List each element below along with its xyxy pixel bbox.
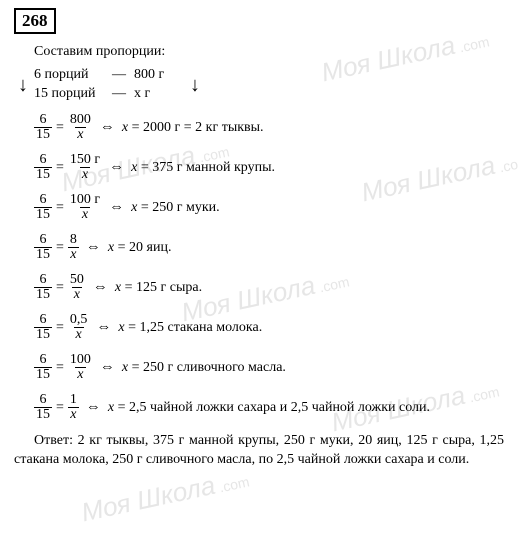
equation-result: x = 375 г манной крупы. [131,160,275,176]
fraction-rhs: 100x [68,353,93,383]
setup-value-1: 800 г [134,66,184,85]
iff-symbol: ⇔ [109,159,124,176]
fraction-lhs: 615 [34,113,52,143]
equation-row: 615=50x⇔x = 125 г сыра. [34,270,504,306]
frac-den: 15 [34,287,52,303]
equation-row: 615=100x⇔x = 250 г сливочного масла. [34,350,504,386]
iff-symbol: ⇔ [93,279,108,296]
frac-num: 100 г [68,193,102,208]
watermark: Моя Школа.com [79,463,252,529]
equation-result: x = 1,25 стакана молока. [118,320,262,336]
answer-text: Ответ: 2 кг тыквы, 375 г манной крупы, 2… [14,432,504,470]
frac-den: 15 [34,127,52,143]
fraction-rhs: 800x [68,113,93,143]
setup-lines: 6 порций — 800 г 15 порций — x г [34,66,184,104]
equals-sign: = [56,400,64,416]
fraction-rhs: 150 гx [68,153,102,183]
equation-result: x = 125 г сыра. [115,280,202,296]
frac-num: 100 [68,353,93,368]
equations-list: 615=800x⇔x = 2000 г = 2 кг тыквы.615=150… [14,110,504,426]
fraction-rhs: 50x [68,273,86,303]
setup-dash-2: — [104,85,134,104]
frac-den: 15 [34,167,52,183]
fraction-lhs: 615 [34,233,52,263]
frac-num: 6 [38,313,49,328]
setup-value-2: x г [134,85,184,104]
fraction-lhs: 615 [34,153,52,183]
frac-den: 15 [34,247,52,263]
iff-symbol: ⇔ [100,119,115,136]
equals-sign: = [56,120,64,136]
frac-den: x [72,287,82,303]
frac-num: 6 [38,193,49,208]
frac-num: 6 [38,273,49,288]
fraction-lhs: 615 [34,193,52,223]
frac-den: 15 [34,367,52,383]
setup-portions-1: 6 порций [34,66,104,85]
setup-row-2: 15 порций — x г [34,85,184,104]
frac-den: 15 [34,327,52,343]
equation-row: 615=800x⇔x = 2000 г = 2 кг тыквы. [34,110,504,146]
equals-sign: = [56,280,64,296]
frac-den: x [75,367,85,383]
frac-num: 1 [68,393,79,408]
iff-symbol: ⇔ [109,199,124,216]
frac-num: 8 [68,233,79,248]
fraction-lhs: 615 [34,313,52,343]
frac-num: 6 [38,393,49,408]
fraction-lhs: 615 [34,353,52,383]
fraction-rhs: 0,5x [68,313,90,343]
equation-result: x = 250 г сливочного масла. [122,360,286,376]
equals-sign: = [56,160,64,176]
frac-num: 6 [38,153,49,168]
equals-sign: = [56,360,64,376]
equation-result: x = 2,5 чайной ложки сахара и 2,5 чайной… [108,400,430,416]
arrow-down-icon: ↓ [18,75,28,95]
equals-sign: = [56,320,64,336]
equation-row: 615=150 гx⇔x = 375 г манной крупы. [34,150,504,186]
iff-symbol: ⇔ [100,359,115,376]
frac-num: 6 [38,233,49,248]
intro-text: Составим пропорции: [14,44,504,60]
fraction-rhs: 8x [68,233,79,263]
setup-dash-1: — [104,66,134,85]
frac-den: x [80,207,90,223]
fraction-rhs: 1x [68,393,79,423]
frac-den: x [74,327,84,343]
frac-num: 6 [38,113,49,128]
fraction-rhs: 100 гx [68,193,102,223]
frac-den: x [75,127,85,143]
frac-den: x [80,167,90,183]
equation-row: 615=100 гx⇔x = 250 г муки. [34,190,504,226]
equation-result: x = 2000 г = 2 кг тыквы. [122,120,264,136]
frac-num: 150 г [68,153,102,168]
iff-symbol: ⇔ [96,319,111,336]
frac-num: 50 [68,273,86,288]
frac-den: 15 [34,207,52,223]
equals-sign: = [56,240,64,256]
equation-row: 615=0,5x⇔x = 1,25 стакана молока. [34,310,504,346]
setup-portions-2: 15 порций [34,85,104,104]
arrow-down-icon: ↓ [190,75,200,95]
frac-num: 6 [38,353,49,368]
frac-den: 15 [34,407,52,423]
equation-result: x = 20 яиц. [108,240,172,256]
equation-result: x = 250 г муки. [131,200,220,216]
problem-number: 268 [14,8,56,34]
setup-row-1: 6 порций — 800 г [34,66,184,85]
equation-row: 615=8x⇔x = 20 яиц. [34,230,504,266]
equation-row: 615=1x⇔x = 2,5 чайной ложки сахара и 2,5… [34,390,504,426]
frac-den: x [68,247,78,263]
fraction-lhs: 615 [34,273,52,303]
iff-symbol: ⇔ [86,399,101,416]
setup-block: ↓ 6 порций — 800 г 15 порций — x г ↓ [18,66,504,104]
frac-num: 800 [68,113,93,128]
frac-den: x [68,407,78,423]
fraction-lhs: 615 [34,393,52,423]
frac-num: 0,5 [68,313,90,328]
equals-sign: = [56,200,64,216]
iff-symbol: ⇔ [86,239,101,256]
